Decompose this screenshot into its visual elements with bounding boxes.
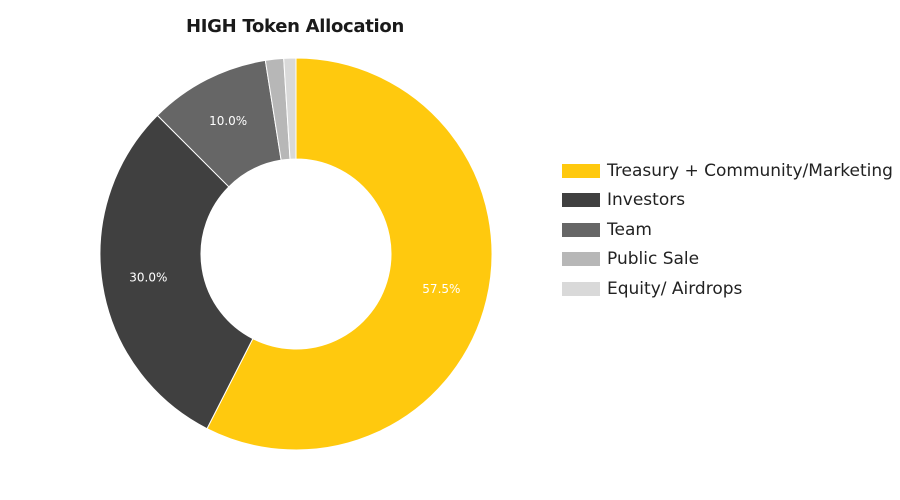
legend-swatch <box>562 193 600 208</box>
slice-1 <box>99 114 254 430</box>
legend-label: Public Sale <box>607 249 700 270</box>
legend-swatch <box>562 222 600 237</box>
slice-4 <box>283 57 297 160</box>
legend-item: Public Sale <box>562 245 893 275</box>
legend-label: Equity/ Airdrops <box>607 278 743 299</box>
legend-item: Treasury + Community/Marketing <box>562 156 893 186</box>
slice-label-1: 30.0% <box>129 270 167 284</box>
legend-label: Investors <box>607 190 686 211</box>
legend-label: Treasury + Community/Marketing <box>607 160 893 181</box>
legend-swatch <box>562 252 600 267</box>
chart-title: HIGH Token Allocation <box>185 16 404 37</box>
legend-item: Investors <box>562 186 893 216</box>
legend: Treasury + Community/Marketing Investors T… <box>562 156 893 304</box>
legend-item: Team <box>562 215 893 245</box>
slice-label-0: 57.5% <box>422 282 460 296</box>
slice-label-2: 10.0% <box>209 114 247 128</box>
legend-swatch <box>562 281 600 296</box>
legend-swatch <box>562 163 600 178</box>
legend-item: Equity/ Airdrops <box>562 274 893 304</box>
legend-label: Team <box>607 219 652 240</box>
slice-0 <box>206 57 493 451</box>
